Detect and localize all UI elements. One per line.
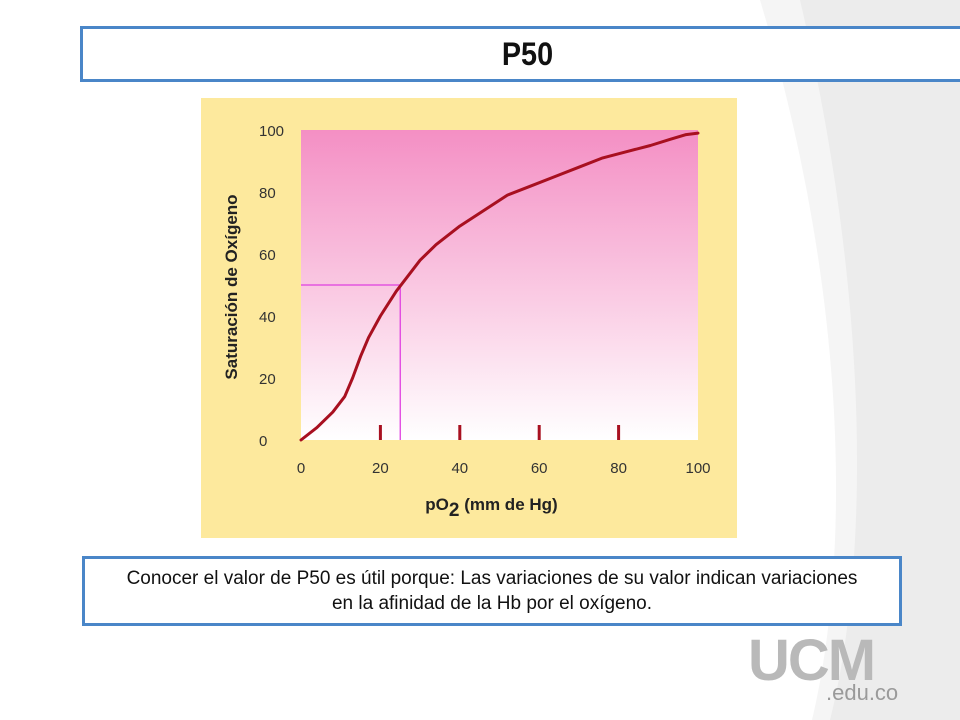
y-axis-label: Saturación de Oxígeno [222,194,241,379]
x-tick-mark [458,425,462,440]
x-tick-mark [617,425,621,440]
y-tick-label: 60 [259,247,276,264]
slide-title: P50 [501,35,553,72]
x-tick-label: 20 [372,460,389,477]
x-tick-label: 60 [531,460,548,477]
y-tick-label: 20 [259,371,276,388]
y-tick-label: 100 [259,123,284,140]
caption-box: Conocer el valor de P50 es útil porque: … [82,556,902,626]
x-tick-label: 0 [297,460,305,477]
y-tick-label: 80 [259,185,276,202]
x-tick-mark [378,425,382,440]
x-tick-mark [537,425,541,440]
chart: 0 20 40 60 80 100 0 20 40 60 80 100 Saturación de Ox… [222,123,711,521]
caption-line-2: en la afinidad de la Hb por el oxígeno. [331,593,653,614]
caption-line-1: Conocer el valor de P50 es útil porque: … [126,568,858,589]
x-tick-label: 80 [610,460,627,477]
y-tick-label: 40 [259,309,276,326]
slide-title-box: P50 [80,26,960,82]
saturation-curve [299,131,700,442]
x-tick-label: 100 [685,460,710,477]
logo-sub-text: .edu.co [826,680,899,705]
x-tick-label: 40 [451,460,468,477]
y-tick-label: 0 [259,433,267,450]
caption-text: Conocer el valor de P50 es útil porque: … [127,566,858,616]
ucm-logo: UCM .edu.co [748,632,898,704]
chart-panel: 0 20 40 60 80 100 0 20 40 60 80 100 Saturación de Ox… [201,98,737,538]
x-axis-label: pO2 (mm de Hg) [425,495,557,521]
logo-main-text: UCM [748,628,876,693]
